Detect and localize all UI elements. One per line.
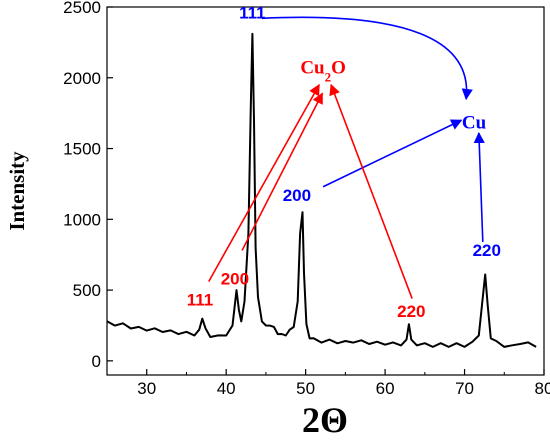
x-tick-label: 80 [535,379,550,398]
annotation-arrow [322,119,463,188]
y-axis: 0 500 1000 1500 2000 2500 [63,0,113,371]
peak-label: 200 [283,186,311,205]
peak-annotations: 111 200 220 111 200 220 [187,3,501,321]
annotation-arrow [261,16,473,101]
y-tick-label: 2000 [63,69,101,88]
x-tick-label: 50 [296,379,315,398]
phase-label-suffix: O [331,58,346,79]
x-axis-title: 2Θ [302,400,348,440]
x-tick-label: 40 [217,379,236,398]
x-tick-label: 60 [376,379,395,398]
series-line-xrd-pattern [106,32,537,348]
peak-label: 220 [397,302,425,321]
peak-label: 220 [473,241,501,260]
phase-label-name: Cu [462,113,487,134]
y-tick-label: 1500 [63,140,101,159]
y-tick-label: 2500 [63,0,101,17]
y-tick-label: 1000 [63,210,101,229]
annotation-arrow [241,92,324,251]
peak-label: 111 [187,291,214,310]
plot-frame [106,6,545,376]
annotation-arrows [208,16,485,299]
y-axis-title: Intensity [5,151,29,231]
x-tick-label: 30 [137,379,156,398]
phase-label-subscript: 2 [325,69,332,84]
y-tick-label: 500 [73,281,101,300]
peak-label: 111 [239,3,266,22]
annotation-arrow [329,83,413,299]
phase-label: Cu2O [300,58,346,85]
annotation-arrow [208,83,320,282]
y-tick-label: 0 [92,352,101,371]
phase-label: Cu [462,113,487,134]
annotation-arrow [473,131,485,242]
phase-label-name: Cu [300,58,325,79]
x-axis: 30 40 50 60 70 80 [106,369,550,398]
peak-label: 200 [221,269,249,288]
x-tick-label: 70 [455,379,474,398]
